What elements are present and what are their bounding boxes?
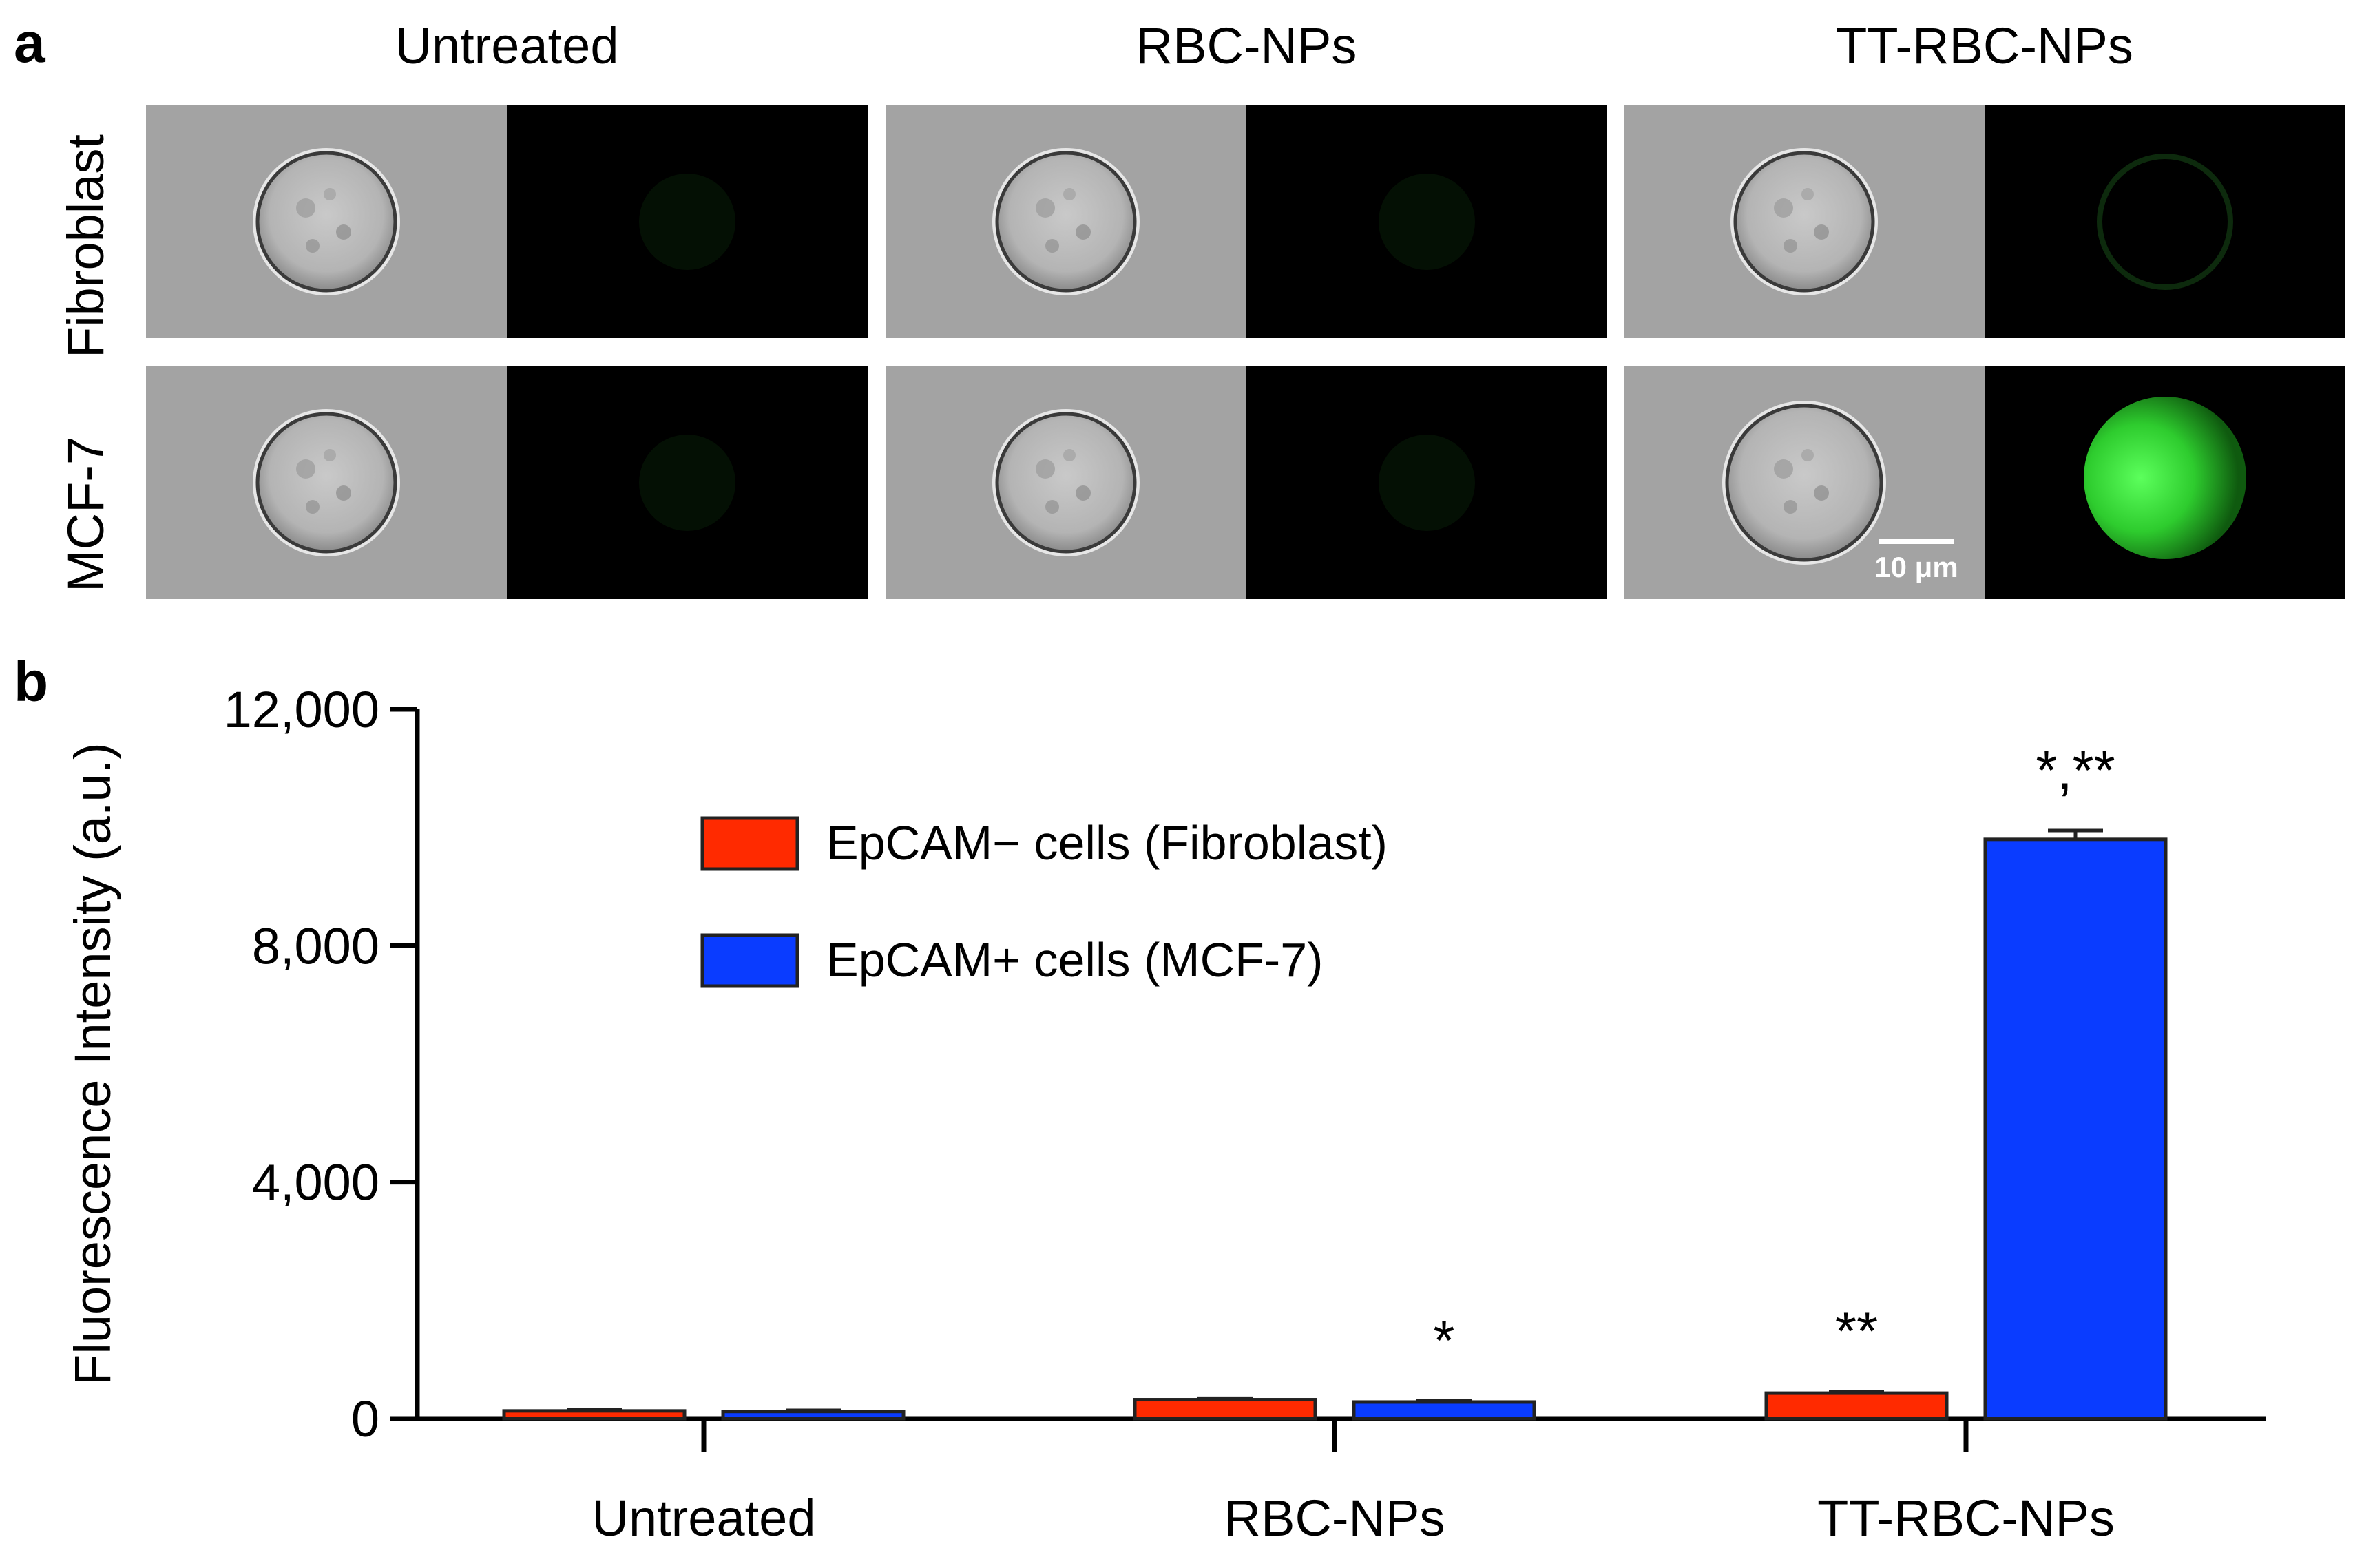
fluorescence-image-mcf7-tt-rbc-nps [1985,366,2345,599]
scale-bar-label: 10 μm [1874,551,1958,583]
row-label-fibroblast: Fibroblast [57,134,114,358]
x-tick-label: Untreated [592,1489,816,1547]
brightfield-image-mcf7-rbc-nps [886,366,1246,599]
legend-swatch-mcf7 [700,933,799,988]
y-axis-label: Fluorescence Intensity (a.u.) [64,742,121,1386]
column-header-untreated: Untreated [395,17,619,74]
significance-annotation: * [1433,1310,1454,1371]
y-tick-label: 0 [351,1390,379,1447]
bar-mcf7-untreated [721,1410,906,1421]
significance-annotation: *,** [2036,740,2115,801]
legend-label-fibroblast: EpCAM− cells (Fibroblast) [826,816,1388,870]
y-tick-label: 12,000 [224,681,379,738]
x-tick-label: TT-RBC-NPs [1817,1489,2115,1547]
bar-fibroblast-untreated [502,1409,687,1421]
brightfield-image-mcf7-untreated [146,366,507,599]
scale-bar: 10 μm [1872,539,1961,584]
y-tick-label: 4,000 [252,1154,379,1211]
fluorescence-image-mcf7-untreated [507,366,868,599]
bar-fibroblast-rbc-nps [1133,1398,1317,1421]
significance-annotation: ** [1835,1301,1878,1362]
fluorescence-image-mcf7-rbc-nps [1246,366,1607,599]
legend-swatch-fibroblast [700,816,799,871]
brightfield-image-fibroblast-tt-rbc-nps [1624,105,1985,338]
fluorescence-image-fibroblast-untreated [507,105,868,338]
brightfield-image-fibroblast-rbc-nps [886,105,1246,338]
bar-mcf7-rbc-nps [1352,1400,1536,1421]
bar-mcf7-tt-rbc-nps [1983,837,2168,1421]
brightfield-image-mcf7-tt-rbc-nps [1624,366,1985,599]
brightfield-image-fibroblast-untreated [146,105,507,338]
y-tick-label: 8,000 [252,917,379,974]
legend-label-mcf7: EpCAM+ cells (MCF-7) [826,933,1323,987]
fluorescence-image-fibroblast-rbc-nps [1246,105,1607,338]
bar-chart: 0 4,000 8,000 12,000 Fluorescence Intensity … [64,681,2266,1547]
x-tick-label: RBC-NPs [1224,1489,1445,1547]
scale-bar-line [1879,539,1954,544]
panel-a-letter: a [14,12,45,74]
column-header-tt-rbc-nps: TT-RBC-NPs [1836,17,2133,74]
panel-b-letter: b [14,651,49,713]
fluorescence-image-fibroblast-tt-rbc-nps [1985,105,2345,338]
bar-fibroblast-tt-rbc-nps [1764,1391,1949,1421]
row-label-mcf7: MCF-7 [57,436,114,592]
column-header-rbc-nps: RBC-NPs [1136,17,1357,74]
